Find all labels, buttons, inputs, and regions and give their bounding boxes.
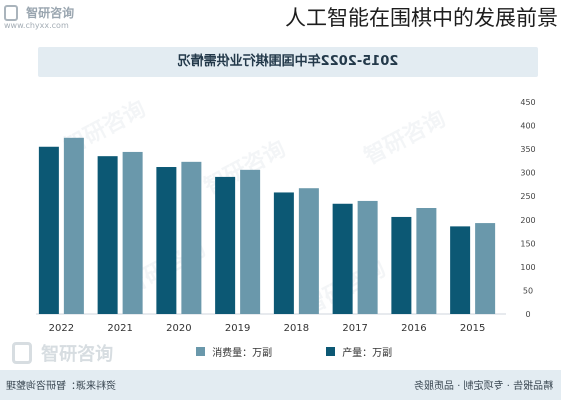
bar-consumption-2018 [298, 188, 319, 314]
bar-consumption-2022 [63, 137, 84, 314]
bar-consumption-2017 [357, 200, 378, 314]
legend-swatch-consumption [196, 347, 205, 356]
page-title: 人工智能在围棋中的发展前景 [285, 6, 558, 30]
bar-consumption-2016 [416, 208, 437, 314]
bar-output-2016 [391, 216, 412, 314]
brand-logo: 智研咨询 www.chyxx.com [4, 2, 75, 30]
y-tick-label: 400 [520, 122, 535, 131]
bar-consumption-2020 [181, 161, 202, 314]
legend-item-output: 产量：万副 [326, 344, 392, 359]
bar-consumption-2021 [122, 151, 143, 314]
legend-swatch-output [326, 347, 335, 356]
bar-output-2017 [332, 203, 353, 314]
y-tick-label: 450 [520, 98, 535, 107]
legend-item-consumption: 消费量：万副 [196, 344, 272, 359]
y-tick-label: 50 [523, 286, 533, 295]
footer-source: 资料来源：智研咨询整理 [6, 381, 116, 392]
bar-output-2022 [38, 146, 59, 314]
bar-output-2019 [215, 176, 236, 314]
brand-name: 智研咨询 [26, 6, 75, 20]
footer-slogan: 精品报告 · 专项定制 · 品质服务 [413, 381, 553, 392]
footer-bar: 资料来源：智研咨询整理 精品报告 · 专项定制 · 品质服务 [0, 370, 561, 400]
bar-output-2020 [156, 167, 177, 314]
y-tick-label: 300 [520, 169, 535, 178]
watermark-logo-name: 智研咨询 [41, 344, 114, 365]
watermark-logo-icon [12, 342, 32, 364]
y-tick-label: 250 [520, 192, 535, 201]
y-tick-label: 100 [520, 263, 535, 272]
brand-logo-icon [4, 4, 18, 21]
x-tick-label: 2020 [166, 323, 191, 334]
x-tick-label: 2021 [107, 323, 132, 334]
bar-output-2015 [450, 226, 471, 314]
bar-output-2018 [273, 192, 294, 314]
x-tick-label: 2019 [225, 323, 250, 334]
x-tick-label: 2017 [342, 323, 367, 334]
bar-consumption-2019 [240, 169, 261, 314]
chart-title-bar: 2015-2022年中国围棋行业供需情况 [38, 47, 538, 77]
watermark-logo: 智研咨询 [12, 340, 113, 366]
brand-url: www.chyxx.com [4, 21, 69, 30]
legend-label-output: 产量：万副 [342, 348, 393, 359]
y-tick-label: 0 [525, 310, 530, 319]
x-tick-label: 2018 [284, 323, 309, 334]
x-tick-label: 2015 [460, 323, 485, 334]
y-tick-label: 350 [520, 145, 535, 154]
x-tick-label: 2022 [49, 323, 74, 334]
x-tick-label: 2016 [401, 323, 426, 334]
y-tick-label: 150 [520, 239, 535, 248]
bar-output-2021 [97, 156, 118, 314]
y-tick-label: 200 [520, 216, 535, 225]
legend-label-consumption: 消费量：万副 [212, 348, 273, 359]
bar-consumption-2015 [475, 223, 496, 314]
